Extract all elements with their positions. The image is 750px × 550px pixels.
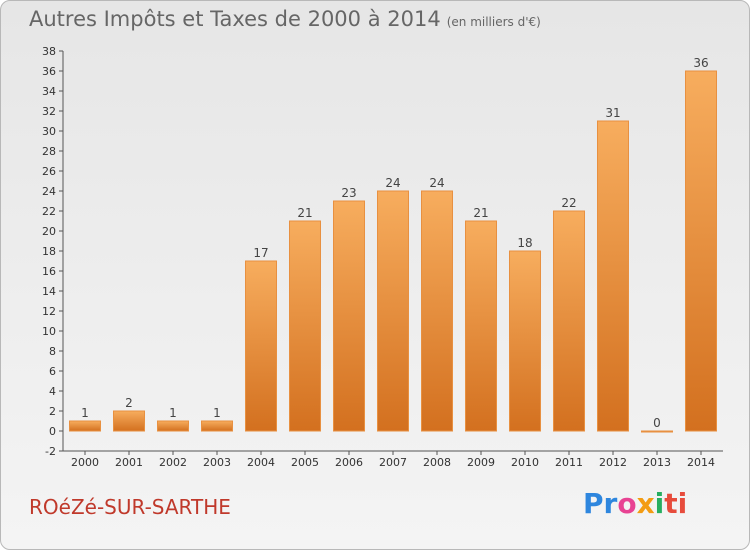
y-tick-label: 4 [49,385,56,398]
bar-value-label: 36 [693,56,708,70]
bar-value-label: 0 [653,416,661,430]
proxiti-logo: Proxiti [583,487,687,520]
bar [421,190,453,432]
bar-value-label: 1 [169,406,177,420]
x-tick-label: 2008 [423,456,451,469]
bar-value-label: 24 [385,176,400,190]
x-tick-label: 2005 [291,456,319,469]
bar-value-label: 24 [429,176,444,190]
y-tick-label: 14 [42,285,56,298]
bar [553,210,585,432]
bar [465,220,497,432]
x-tick-label: 2002 [159,456,187,469]
y-tick-label: 32 [42,105,56,118]
logo-part: i [654,487,665,520]
logo-part: Pr [583,487,618,520]
y-tick-label: -2 [45,445,56,458]
bar [113,410,145,432]
bar [69,420,101,432]
x-tick-label: 2003 [203,456,231,469]
bar-value-label: 22 [561,196,576,210]
y-tick-label: 20 [42,225,56,238]
bar [509,250,541,432]
y-tick-label: 0 [49,425,56,438]
y-tick-label: 38 [42,45,56,58]
bar-value-label: 18 [517,236,532,250]
y-tick-label: 2 [49,405,56,418]
x-tick-label: 2014 [687,456,715,469]
y-tick-label: 36 [42,65,56,78]
y-tick-label: 22 [42,205,56,218]
bar-value-label: 1 [213,406,221,420]
bar [641,430,673,433]
x-tick-label: 2012 [599,456,627,469]
x-tick-label: 2009 [467,456,495,469]
y-tick-label: 26 [42,165,56,178]
logo-part: ti [664,487,688,520]
bar-value-label: 1 [81,406,89,420]
bar [685,70,717,432]
bar-value-label: 21 [297,206,312,220]
bar [289,220,321,432]
bar-value-label: 23 [341,186,356,200]
bar-value-label: 21 [473,206,488,220]
x-tick-label: 2006 [335,456,363,469]
y-tick-label: 10 [42,325,56,338]
bar [377,190,409,432]
x-tick-label: 2000 [71,456,99,469]
bar [597,120,629,432]
y-tick-label: 30 [42,125,56,138]
x-tick-label: 2007 [379,456,407,469]
logo-part: x [636,487,655,520]
y-tick-label: 34 [42,85,56,98]
bar [333,200,365,432]
bar [245,260,277,432]
y-tick-label: 12 [42,305,56,318]
commune-name: ROéZé-SUR-SARTHE [29,495,231,519]
bar [157,420,189,432]
bar-value-label: 2 [125,396,133,410]
x-tick-label: 2004 [247,456,275,469]
y-tick-label: 6 [49,365,56,378]
y-tick-label: 18 [42,245,56,258]
x-tick-label: 2011 [555,456,583,469]
logo-part: o [617,487,637,520]
y-tick-label: 24 [42,185,56,198]
title-text: Autres Impôts et Taxes de 2000 à 2014 [29,7,441,31]
x-tick-label: 2010 [511,456,539,469]
x-tick-label: 2001 [115,456,143,469]
chart-subtitle: (en milliers d'€) [446,15,541,29]
y-tick-label: 16 [42,265,56,278]
chart-title: Autres Impôts et Taxes de 2000 à 2014 (en… [29,7,541,31]
y-tick-label: 28 [42,145,56,158]
bar-value-label: 17 [253,246,268,260]
bar-value-label: 31 [605,106,620,120]
bar [201,420,233,432]
x-tick-label: 2013 [643,456,671,469]
y-tick-label: 8 [49,345,56,358]
